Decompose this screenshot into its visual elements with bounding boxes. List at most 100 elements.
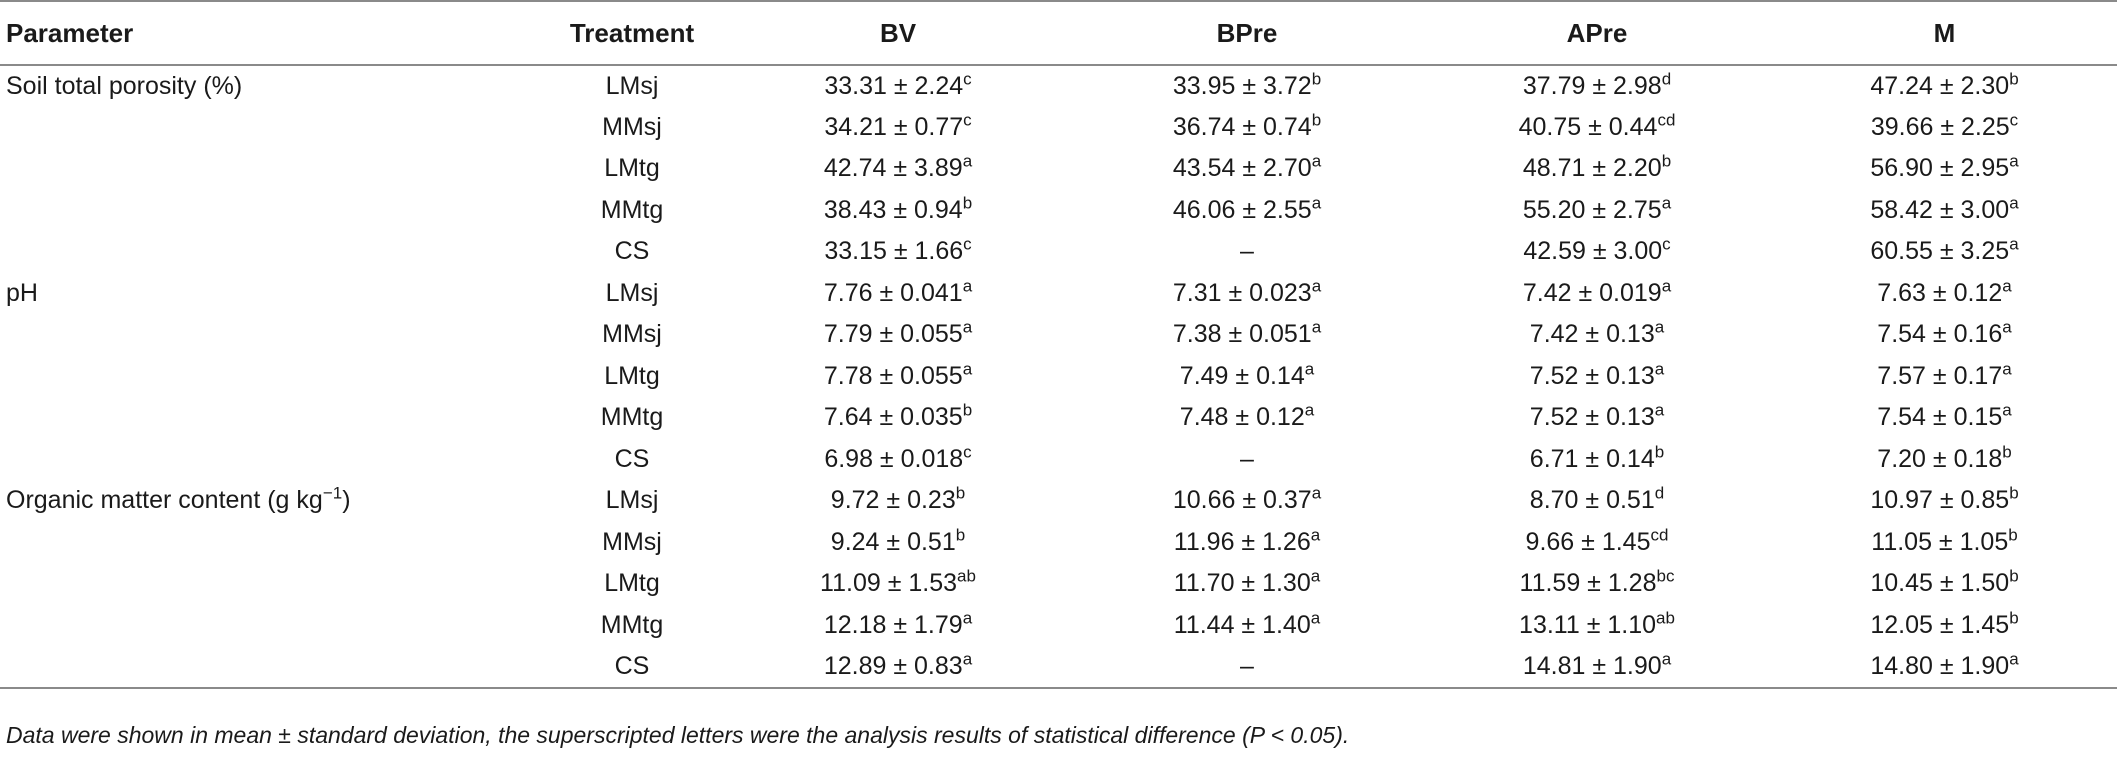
value-text: 7.76 ± 0.041 [823,278,963,307]
value-cell: 6.71 ± 0.14b [1422,439,1772,481]
value-cell: 9.24 ± 0.51b [724,522,1072,564]
value-cell: 6.98 ± 0.018c [724,439,1072,481]
value-cell: 56.90 ± 2.95a [1772,148,2117,190]
value-cell: 33.31 ± 2.24c [724,65,1072,107]
table-footnote: Data were shown in mean ± standard devia… [6,722,1350,748]
parameter-label-suffix: ) [342,486,351,515]
value-text: 12.89 ± 0.83 [823,651,963,680]
value-text: 11.70 ± 1.30 [1173,569,1311,598]
value-text: 55.20 ± 2.75 [1522,195,1662,224]
parameter-cell: Organic matter content (g kg−1) [0,480,540,522]
value-cell: 11.05 ± 1.05b [1772,522,2117,564]
significance-letter: c [963,442,972,462]
table-row: LMtg 11.09 ± 1.53ab 11.70 ± 1.30a 11.59 ± 1… [0,563,2117,605]
significance-letter: a [1311,276,1322,296]
value-text: – [1240,444,1254,473]
significance-letter: ab [1656,608,1675,628]
value-text: 34.21 ± 0.77 [824,112,964,141]
value-text: 33.15 ± 1.66 [824,237,964,266]
value-text: 38.43 ± 0.94 [823,195,963,224]
table-row: MMsj 9.24 ± 0.51b 11.96 ± 1.26a 9.66 ± 1.45… [0,522,2117,564]
value-cell: 12.05 ± 1.45b [1772,605,2117,647]
value-cell: 14.80 ± 1.90a [1772,646,2117,689]
parameter-cell [0,563,540,605]
treatment-cell: MMsj [602,320,662,349]
significance-letter: a [1661,276,1672,296]
value-cell: 55.20 ± 2.75a [1422,190,1772,232]
significance-letter: a [1311,317,1322,337]
value-cell: 7.57 ± 0.17a [1772,356,2117,398]
significance-letter: c [1662,234,1671,254]
parameter-cell: Soil total porosity (%) [0,65,540,107]
value-cell: 7.31 ± 0.023a [1072,273,1422,315]
value-text: 6.71 ± 0.14 [1529,444,1655,473]
parameter-cell [0,397,540,439]
header-apre: APre [1422,0,1772,66]
value-cell: 7.48 ± 0.12a [1072,397,1422,439]
significance-letter: c [963,110,972,130]
value-text: 11.09 ± 1.53 [820,569,958,598]
table-row: MMtg 7.64 ± 0.035b 7.48 ± 0.12a 7.52 ± 0.13… [0,397,2117,439]
value-text: 7.52 ± 0.13 [1529,361,1655,390]
value-cell: 46.06 ± 2.55a [1072,190,1422,232]
significance-letter: a [1311,483,1322,503]
significance-letter: a [2009,234,2019,254]
value-text: – [1240,237,1254,266]
table-header-row: Parameter Treatment BV BPre APre M [0,0,2117,66]
value-cell: 7.79 ± 0.055a [724,314,1072,356]
value-cell: 33.95 ± 3.72b [1072,65,1422,107]
parameter-unit-exponent: −1 [322,483,343,503]
significance-letter: a [962,608,973,628]
value-text: 7.20 ± 0.18 [1877,444,2003,473]
significance-letter: a [962,317,973,337]
value-text: 7.78 ± 0.055 [823,361,963,390]
significance-letter: cd [1657,110,1676,130]
value-cell: 12.89 ± 0.83a [724,646,1072,689]
value-cell: 36.74 ± 0.74b [1072,107,1422,149]
value-text: 7.63 ± 0.12 [1877,278,2003,307]
value-cell: 7.38 ± 0.051a [1072,314,1422,356]
value-cell: 33.15 ± 1.66c [724,231,1072,273]
treatment-cell: LMtg [604,361,660,390]
value-cell: 7.54 ± 0.15a [1772,397,2117,439]
significance-letter: b [1654,442,1665,462]
treatment-cell: MMtg [600,195,664,224]
significance-letter: b [1311,110,1322,130]
value-text: 36.74 ± 0.74 [1172,112,1312,141]
significance-letter: b [1311,69,1322,89]
header-treatment: Treatment [540,0,724,66]
significance-letter: b [962,400,973,420]
value-cell: 9.66 ± 1.45cd [1422,522,1772,564]
value-text: 7.48 ± 0.12 [1179,403,1305,432]
parameter-cell [0,231,540,273]
value-cell: 14.81 ± 1.90a [1422,646,1772,689]
value-text: 13.11 ± 1.10 [1519,610,1657,639]
significance-letter: a [962,276,973,296]
significance-letter: b [2002,442,2012,462]
significance-letter: a [2009,649,2019,669]
value-cell: 11.44 ± 1.40a [1072,605,1422,647]
parameter-cell [0,314,540,356]
parameter-cell: pH [0,273,540,315]
significance-letter: a [1654,400,1665,420]
parameter-cell [0,439,540,481]
parameter-cell [0,605,540,647]
parameter-cell [0,107,540,149]
value-cell: 38.43 ± 0.94b [724,190,1072,232]
value-cell: 40.75 ± 0.44cd [1422,107,1772,149]
value-text: 46.06 ± 2.55 [1172,195,1312,224]
treatment-cell: CS [614,237,650,266]
significance-letter: a [1311,193,1322,213]
value-cell: 7.20 ± 0.18b [1772,439,2117,481]
table-row: CS 33.15 ± 1.66c –42.59 ± 3.00c 60.55 ± 3.2… [0,231,2117,273]
header-m: M [1772,0,2117,66]
significance-letter: b [1661,151,1672,171]
significance-letter: a [962,359,973,379]
significance-letter: d [1661,69,1672,89]
value-cell: 7.63 ± 0.12a [1772,273,2117,315]
value-text: 7.31 ± 0.023 [1172,278,1312,307]
significance-letter: b [2009,608,2019,628]
value-cell: 37.79 ± 2.98d [1422,65,1772,107]
value-text: 11.05 ± 1.05 [1871,527,2009,556]
header-parameter: Parameter [0,0,540,66]
